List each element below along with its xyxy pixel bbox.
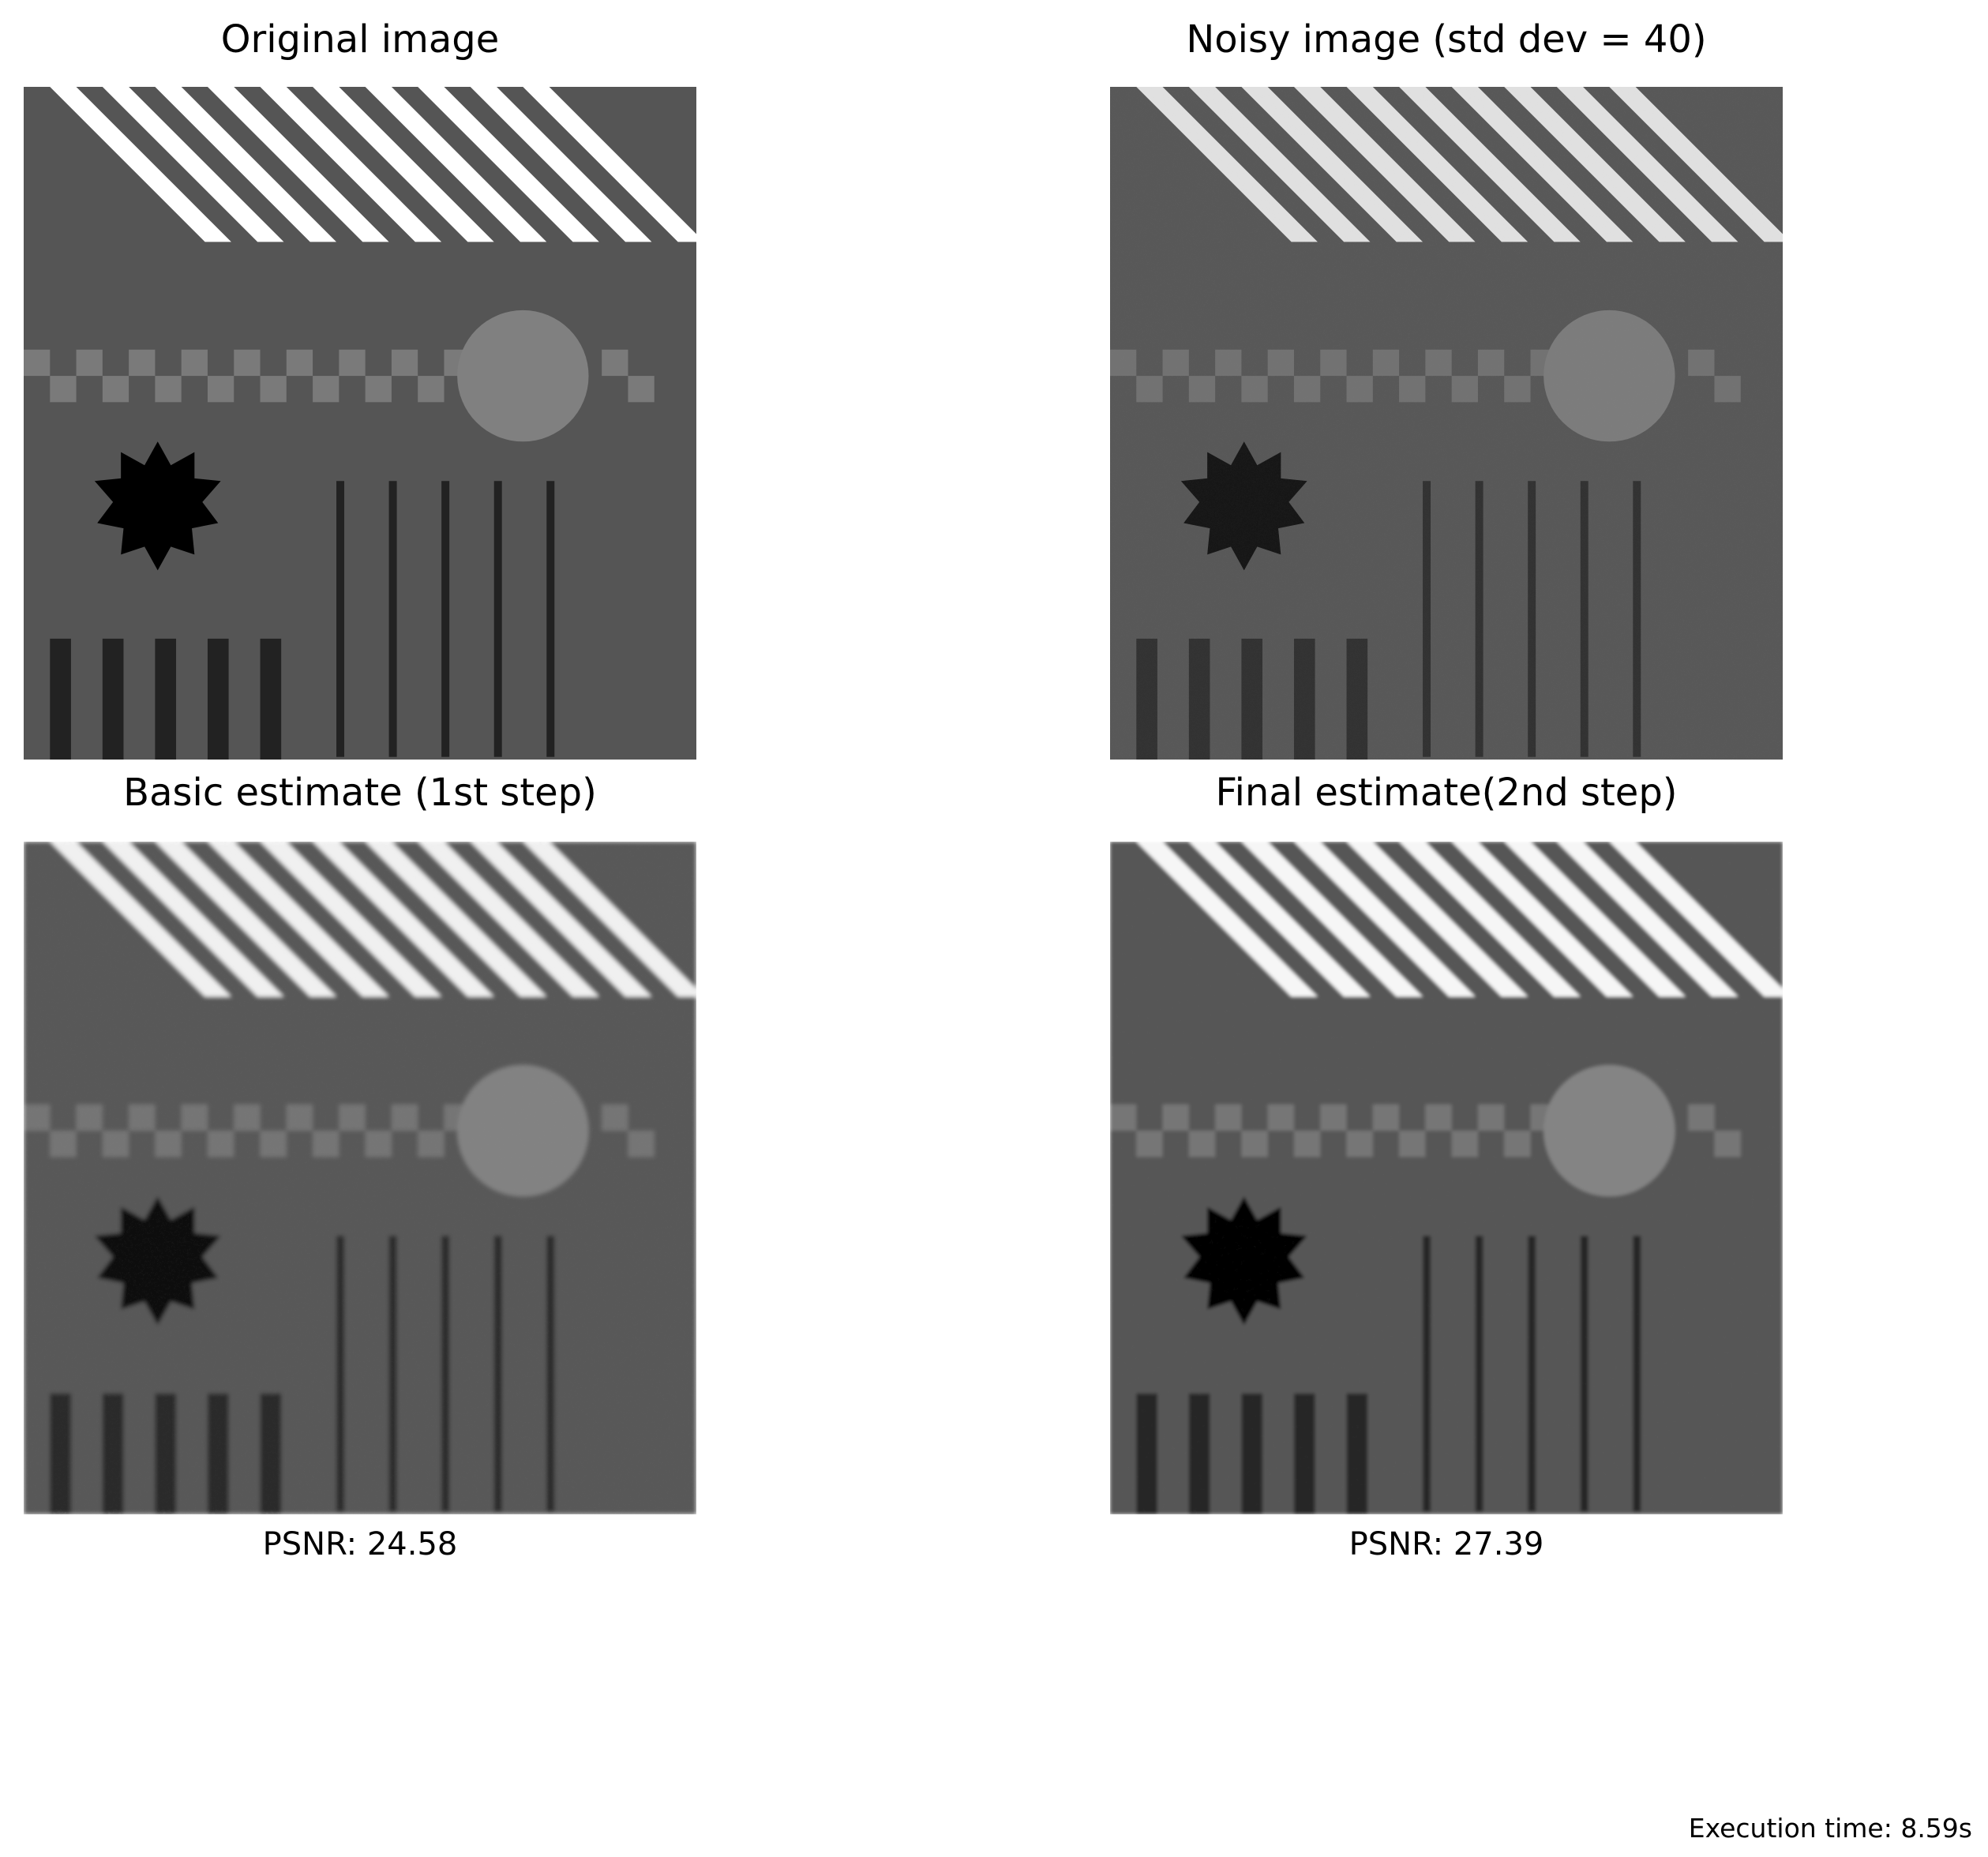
noisy-image-svg [1110,87,1783,760]
noisy-image [1110,87,1783,760]
basic-estimate-svg [24,842,696,1514]
panel-title-final: Final estimate(2nd step) [1215,771,1677,815]
execution-time: Execution time: 8.59s [1689,1813,1972,1844]
original-image-svg [24,87,696,760]
basic-estimate-image [24,842,696,1514]
panel-title-noisy: Noisy image (std dev = 40) [1186,17,1706,62]
psnr-basic-caption: PSNR: 24.58 [263,1525,458,1563]
psnr-final-caption: PSNR: 27.39 [1349,1525,1544,1563]
gray-circle [457,310,588,441]
panel-title-basic: Basic estimate (1st step) [123,771,597,815]
final-estimate-svg [1110,842,1783,1514]
panel-title-original: Original image [221,17,500,62]
original-image [24,87,696,760]
final-estimate-image [1110,842,1783,1514]
